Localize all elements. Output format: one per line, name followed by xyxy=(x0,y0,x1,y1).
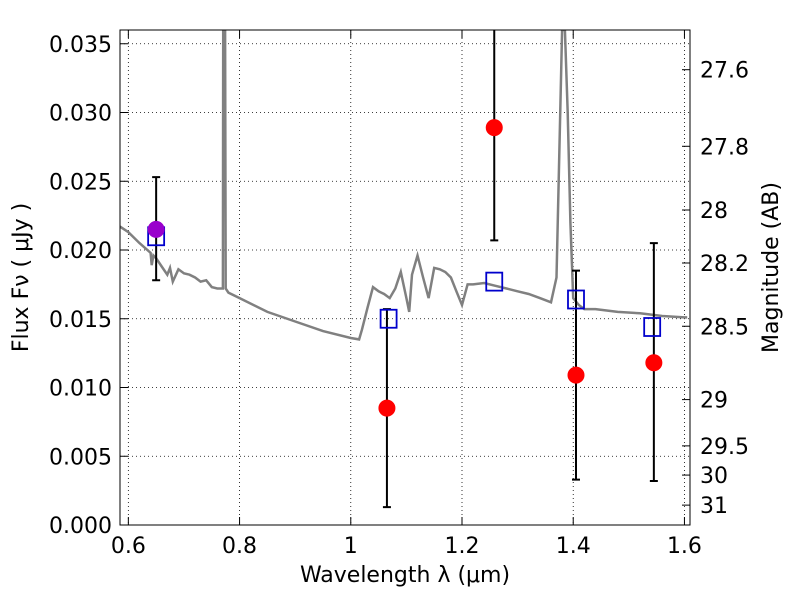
axis-ticks: 0.6 0.8 1 1.2 1.4 1.6 0.000 0.005 0.010 0.015 0.02… xyxy=(49,30,749,559)
y2-tick-label: 30 xyxy=(700,464,728,489)
x-tick-label: 0.8 xyxy=(222,534,257,559)
x-axis-title: Wavelength λ (μm) xyxy=(300,563,510,588)
x-tick-label: 1.6 xyxy=(667,534,702,559)
model-point xyxy=(567,289,585,310)
y2-tick-label: 27.8 xyxy=(700,135,749,160)
y-tick-label: 0.030 xyxy=(49,102,112,127)
y2-tick-label: 28.2 xyxy=(700,252,749,277)
y2-tick-label: 28.5 xyxy=(700,315,749,340)
observed-point xyxy=(485,119,503,137)
y-tick-label: 0.005 xyxy=(49,445,112,470)
y-axis-title: Flux Fν ( μJy ) xyxy=(9,203,34,352)
observed-points-series xyxy=(147,119,663,417)
y-tick-label: 0.020 xyxy=(49,239,112,264)
y2-tick-label: 29 xyxy=(700,389,728,414)
y-tick-label: 0.025 xyxy=(49,170,112,195)
y2-axis-title: Magnitude (AB) xyxy=(759,182,784,353)
y-tick-label: 0.000 xyxy=(49,514,112,539)
y-tick-label: 0.035 xyxy=(49,33,112,58)
observed-point xyxy=(567,366,585,384)
x-tick-label: 1.4 xyxy=(556,534,591,559)
spectrum-series xyxy=(120,30,688,341)
observed-point xyxy=(378,399,396,417)
model-point xyxy=(379,308,398,329)
observed-point xyxy=(147,220,165,238)
model-point xyxy=(485,271,504,292)
y-tick-label: 0.010 xyxy=(49,377,112,402)
y2-tick-label: 27.6 xyxy=(700,59,749,84)
spectrum-line xyxy=(120,30,688,341)
x-tick-label: 0.6 xyxy=(111,534,146,559)
y2-tick-label: 29.5 xyxy=(700,435,749,460)
x-tick-label: 1 xyxy=(344,534,358,559)
model-point xyxy=(643,317,662,337)
y2-tick-label: 31 xyxy=(700,494,728,519)
plot-frame xyxy=(119,29,691,526)
y-tick-label: 0.015 xyxy=(49,308,112,333)
y2-tick-label: 28 xyxy=(700,199,728,224)
observed-point xyxy=(645,354,663,372)
x-tick-label: 1.2 xyxy=(445,534,480,559)
